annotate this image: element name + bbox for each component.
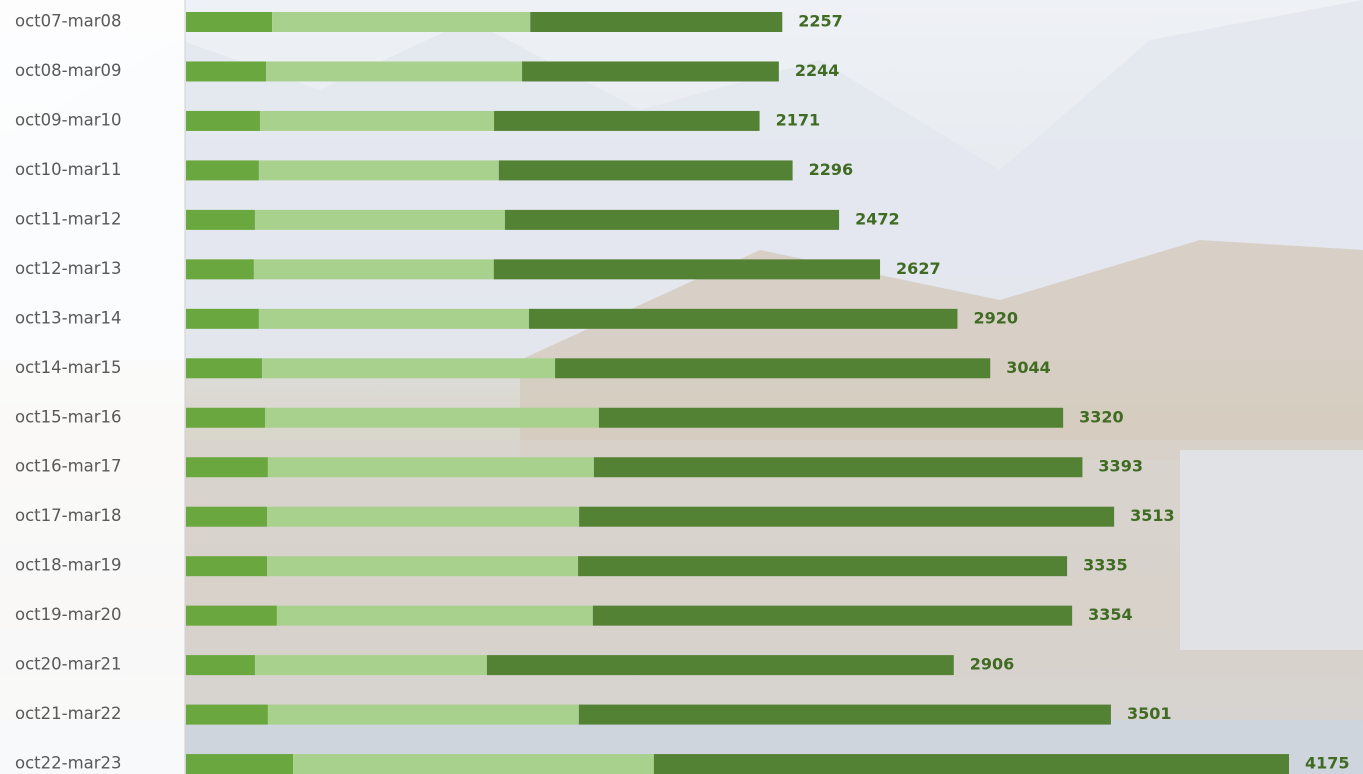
- total-label: 4175: [1305, 754, 1350, 773]
- bar-segment: [254, 655, 487, 676]
- bar-segment: [186, 704, 268, 725]
- bar-segment: [578, 556, 1068, 577]
- bar-segment: [186, 457, 268, 478]
- category-label: oct08-mar09: [15, 61, 122, 80]
- category-label: oct07-mar08: [15, 12, 122, 31]
- bar-segment: [494, 110, 760, 131]
- bar-segment: [592, 605, 1073, 626]
- bar-segment: [555, 358, 991, 379]
- total-label: 2296: [809, 160, 854, 179]
- bar-segment: [253, 259, 494, 280]
- category-label: oct18-mar19: [15, 556, 122, 575]
- bar-segment: [186, 605, 277, 626]
- category-label: oct17-mar18: [15, 506, 122, 525]
- total-label: 2920: [973, 308, 1018, 327]
- category-label: oct19-mar20: [15, 605, 122, 624]
- bar-segment: [186, 655, 255, 676]
- bar-segment: [258, 160, 499, 181]
- bar-segment: [254, 209, 505, 230]
- bar-segment: [186, 308, 259, 329]
- total-label: 3513: [1130, 506, 1175, 525]
- bar-segment: [186, 556, 268, 577]
- bar-segment: [267, 704, 579, 725]
- bar-segment: [258, 308, 529, 329]
- bar-segment: [186, 259, 254, 280]
- category-label: oct09-mar10: [15, 110, 122, 129]
- bar-segment: [259, 110, 495, 131]
- bar-segment: [486, 655, 954, 676]
- bar-segment: [266, 61, 523, 82]
- bar-segment: [653, 754, 1290, 774]
- total-label: 3393: [1098, 457, 1143, 476]
- category-label: oct14-mar15: [15, 358, 122, 377]
- bar-segment: [528, 308, 958, 329]
- category-label: oct22-mar23: [15, 754, 122, 773]
- bar-segment: [267, 457, 594, 478]
- bar-segment: [267, 556, 579, 577]
- total-label: 3044: [1006, 358, 1051, 377]
- bar-segment: [578, 704, 1111, 725]
- total-label: 3354: [1088, 605, 1133, 624]
- total-label: 3501: [1127, 704, 1172, 723]
- category-label: oct13-mar14: [15, 308, 122, 327]
- bar-segment: [293, 754, 654, 774]
- bar-segment: [522, 61, 779, 82]
- total-label: 3335: [1083, 556, 1128, 575]
- category-label: oct20-mar21: [15, 655, 122, 674]
- bar-segment: [493, 259, 881, 280]
- bar-segment: [504, 209, 840, 230]
- bar-segment: [186, 358, 263, 379]
- bar-segment: [276, 605, 593, 626]
- total-label: 2257: [798, 12, 843, 31]
- bar-segment: [264, 407, 599, 428]
- category-label: oct15-mar16: [15, 407, 122, 426]
- bar-segment: [186, 61, 267, 82]
- bar-segment: [498, 160, 793, 181]
- bar-segment: [593, 457, 1083, 478]
- total-label: 2906: [970, 655, 1015, 674]
- category-label: oct10-mar11: [15, 160, 122, 179]
- category-label: oct11-mar12: [15, 209, 122, 228]
- bar-segment: [530, 12, 783, 32]
- bar-segment: [186, 407, 265, 428]
- bar-segment: [272, 12, 531, 32]
- bar-segment: [262, 358, 556, 379]
- bar-segment: [598, 407, 1064, 428]
- bar-segment: [267, 506, 580, 527]
- bar-segment: [186, 754, 293, 774]
- category-label: oct12-mar13: [15, 259, 122, 278]
- total-label: 2627: [896, 259, 941, 278]
- bar-segment: [186, 12, 273, 32]
- total-label: 3320: [1079, 407, 1124, 426]
- total-label: 2171: [776, 110, 821, 129]
- total-label: 2244: [795, 61, 840, 80]
- total-label: 2472: [855, 209, 900, 228]
- bar-segment: [186, 209, 255, 230]
- bar-segment: [186, 110, 260, 131]
- category-label: oct21-mar22: [15, 704, 122, 723]
- category-label: oct16-mar17: [15, 457, 122, 476]
- bar-segment: [186, 506, 268, 527]
- bar-segment: [579, 506, 1115, 527]
- bar-segment: [186, 160, 259, 181]
